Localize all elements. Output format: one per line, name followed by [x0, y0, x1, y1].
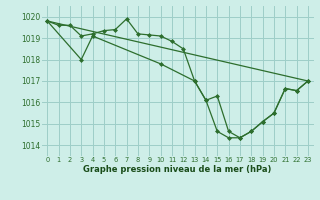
X-axis label: Graphe pression niveau de la mer (hPa): Graphe pression niveau de la mer (hPa) — [84, 165, 272, 174]
